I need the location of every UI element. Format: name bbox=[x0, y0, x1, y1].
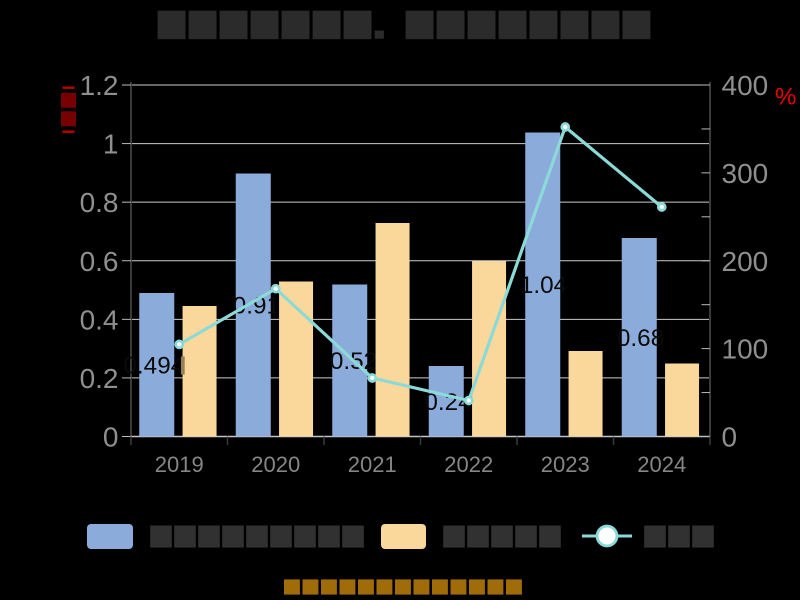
svg-text:200: 200 bbox=[722, 246, 769, 277]
svg-text:400: 400 bbox=[722, 70, 769, 101]
svg-text:%: % bbox=[775, 84, 796, 111]
svg-text:0.6: 0.6 bbox=[80, 246, 119, 277]
svg-text:0.8: 0.8 bbox=[80, 187, 119, 218]
svg-text:2024: 2024 bbox=[637, 452, 686, 477]
svg-text:0.68: 0.68 bbox=[617, 325, 664, 352]
svg-text:0.91: 0.91 bbox=[233, 293, 280, 320]
svg-text:2020: 2020 bbox=[251, 452, 300, 477]
svg-text:0: 0 bbox=[103, 422, 119, 453]
svg-text:2021: 2021 bbox=[348, 452, 397, 477]
svg-text:0.2: 0.2 bbox=[80, 363, 119, 394]
svg-text:2019: 2019 bbox=[155, 452, 204, 477]
svg-text:0.4: 0.4 bbox=[80, 304, 119, 335]
svg-text:100: 100 bbox=[722, 334, 769, 365]
svg-text:2023: 2023 bbox=[541, 452, 590, 477]
svg-text:2022: 2022 bbox=[444, 452, 493, 477]
svg-text:1.04: 1.04 bbox=[520, 272, 567, 299]
svg-text:300: 300 bbox=[722, 158, 769, 189]
svg-text:0: 0 bbox=[722, 422, 738, 453]
svg-text:1.2: 1.2 bbox=[80, 70, 119, 101]
svg-text:1: 1 bbox=[103, 129, 119, 160]
